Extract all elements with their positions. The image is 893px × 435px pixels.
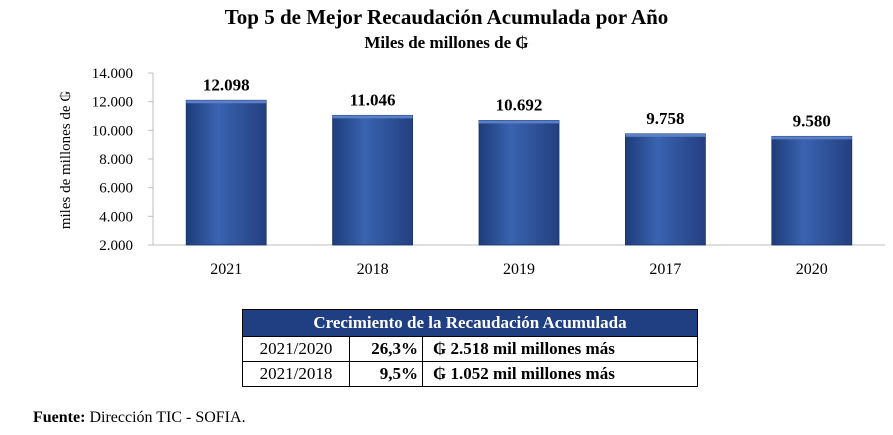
chart-title: Top 5 de Mejor Recaudación Acumulada por…	[224, 5, 669, 29]
y-tick-label: 14.000	[92, 66, 133, 82]
x-tick-label: 2020	[796, 261, 828, 278]
period-cell: 2021/2018	[242, 361, 350, 387]
bar-top-edge	[479, 120, 559, 124]
percent-cell: 26,3%	[349, 336, 423, 362]
bar-2017	[625, 133, 706, 246]
data-label: 9.580	[793, 111, 831, 130]
growth-table-header-row: Crecimiento de la Recaudación Acumulada	[242, 309, 698, 337]
bar-2018	[332, 114, 414, 246]
data-label: 9.758	[646, 109, 684, 128]
x-tick-label: 2019	[503, 261, 535, 278]
bar-2020	[771, 135, 853, 246]
data-label: 12.098	[203, 75, 250, 94]
table-row: 2021/2018 9,5% ₲ 1.052 mil millones más	[242, 361, 698, 387]
source-label: Fuente:	[33, 409, 86, 426]
bar-chart: 2.000 4.000 6.000 8.000 10.000 12.000 14.000 1…	[58, 66, 885, 278]
x-tick-label: 2017	[649, 261, 681, 278]
bar-2021	[185, 99, 267, 246]
y-tick-label: 4.000	[99, 209, 133, 225]
y-axis-label: miles de millones de ₲	[58, 91, 74, 229]
source-text: Dirección TIC - SOFIA.	[85, 409, 246, 426]
bar-top-edge	[771, 136, 852, 140]
bar-top-edge	[332, 115, 413, 119]
y-tick-label: 12.000	[92, 95, 133, 111]
bars: 12.098 2021 11.046 2018 10.692 2019 9.758 2017 9…	[185, 75, 853, 278]
bar-top-edge	[625, 133, 706, 137]
chart-subtitle: Miles de millones de ₲	[364, 33, 529, 52]
bar-2019	[478, 120, 560, 246]
period-cell: 2021/2020	[242, 336, 350, 362]
y-tick-label: 10.000	[92, 123, 133, 139]
y-tick-label: 8.000	[99, 152, 133, 168]
growth-table-header: Crecimiento de la Recaudación Acumulada	[242, 309, 698, 337]
x-tick-label: 2021	[210, 261, 242, 278]
data-label: 10.692	[496, 95, 543, 114]
percent-cell: 9,5%	[349, 361, 423, 387]
amount-cell: ₲ 2.518 mil millones más	[422, 336, 698, 362]
y-tick-label: 6.000	[99, 181, 133, 197]
y-tick-label: 2.000	[99, 238, 133, 254]
source-note: Fuente: Dirección TIC - SOFIA.	[33, 409, 246, 427]
amount-cell: ₲ 1.052 mil millones más	[422, 361, 698, 387]
x-tick-label: 2018	[357, 261, 389, 278]
data-label: 11.046	[350, 90, 396, 109]
growth-table: Crecimiento de la Recaudación Acumulada …	[242, 309, 698, 387]
table-row: 2021/2020 26,3% ₲ 2.518 mil millones más	[242, 336, 698, 362]
bar-top-edge	[186, 100, 267, 104]
